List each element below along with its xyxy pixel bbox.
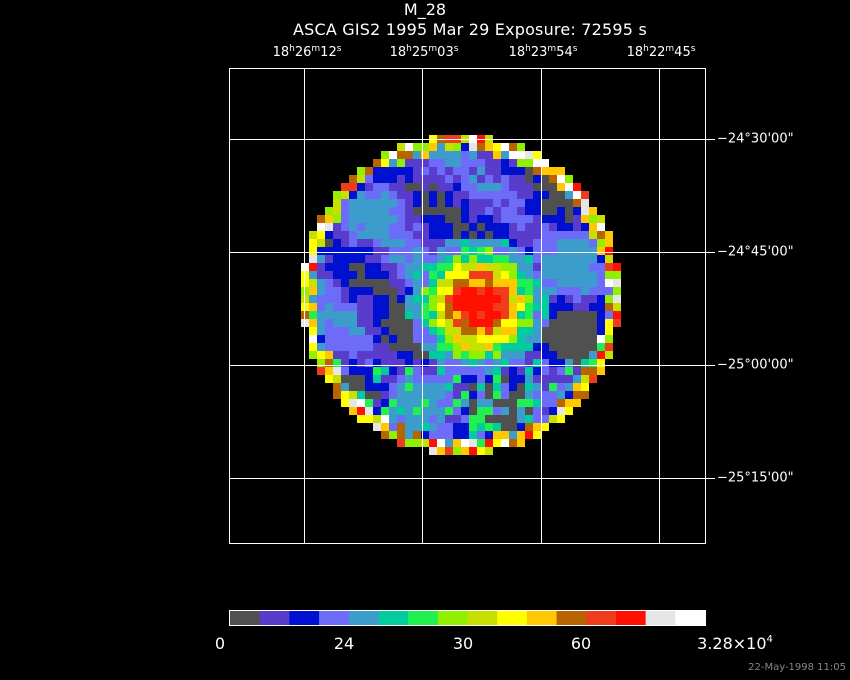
ra-tick-label: 18h26m12s (272, 44, 342, 60)
colorbar-swatch (675, 611, 706, 625)
observation-subtitle: ASCA GIS2 1995 Mar 29 Exposure: 72595 s (292, 20, 648, 39)
colorbar-swatch (497, 611, 528, 625)
colorbar-swatch (586, 611, 617, 625)
xray-pixel-map (301, 135, 621, 455)
ra-tick-label: 18h25m03s (389, 44, 459, 60)
colorbar-label: 0 (214, 634, 226, 653)
colorbar-swatch (645, 611, 676, 625)
dec-tick-label: −24°45'00" (717, 244, 794, 260)
colorbar-swatch (319, 611, 350, 625)
datestamp: 22-May-1998 11:05 (748, 662, 846, 673)
colorbar-frame (229, 610, 706, 626)
colorbar-swatch (526, 611, 558, 625)
colorbar (230, 611, 706, 625)
image-frame (229, 68, 706, 544)
ra-tick-label: 18h23m54s (508, 44, 578, 60)
colorbar-swatch (348, 611, 379, 625)
dec-tick-label: −25°00'00" (717, 357, 794, 373)
colorbar-swatch (289, 611, 320, 625)
colorbar-swatch (556, 611, 587, 625)
colorbar-swatch (230, 611, 261, 625)
colorbar-label: 30 (452, 634, 474, 653)
ra-tick-label: 18h22m45s (626, 44, 696, 60)
image-title: M_28 (403, 0, 447, 19)
dec-tick-label: −25°15'00" (717, 470, 794, 486)
colorbar-swatch (408, 611, 439, 625)
dec-tick-label: −24°30'00" (717, 131, 794, 147)
colorbar-label: 24 (333, 634, 355, 653)
colorbar-swatch (437, 611, 468, 625)
colorbar-swatch (378, 611, 409, 625)
colorbar-max-label: 3.28×104 (697, 634, 773, 653)
colorbar-swatch (467, 611, 498, 625)
colorbar-swatch (259, 611, 290, 625)
colorbar-swatch (615, 611, 647, 625)
colorbar-label: 60 (570, 634, 592, 653)
coordinate-grid (230, 69, 715, 543)
